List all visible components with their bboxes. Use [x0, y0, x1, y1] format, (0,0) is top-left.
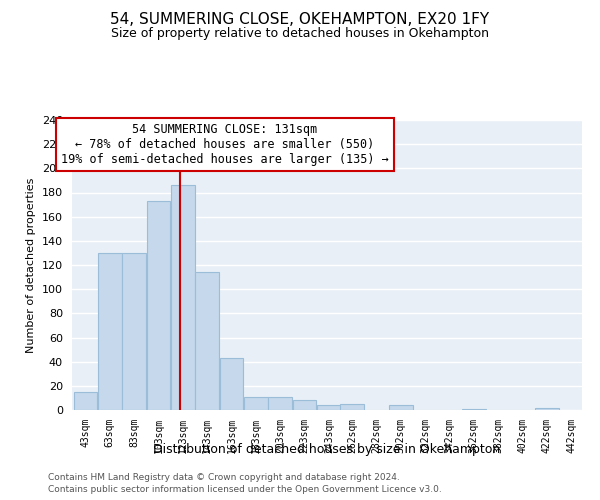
Y-axis label: Number of detached properties: Number of detached properties	[26, 178, 36, 352]
Bar	[98, 253, 122, 410]
Bar	[340, 404, 364, 410]
Text: Distribution of detached houses by size in Okehampton: Distribution of detached houses by size …	[154, 444, 500, 456]
Bar	[535, 408, 559, 410]
Bar	[268, 396, 292, 410]
Text: 54, SUMMERING CLOSE, OKEHAMPTON, EX20 1FY: 54, SUMMERING CLOSE, OKEHAMPTON, EX20 1F…	[110, 12, 490, 28]
Bar	[171, 185, 194, 410]
Text: Contains public sector information licensed under the Open Government Licence v3: Contains public sector information licen…	[48, 485, 442, 494]
Bar	[244, 396, 268, 410]
Text: 54 SUMMERING CLOSE: 131sqm
← 78% of detached houses are smaller (550)
19% of sem: 54 SUMMERING CLOSE: 131sqm ← 78% of deta…	[61, 123, 389, 166]
Bar	[195, 272, 219, 410]
Bar	[220, 358, 244, 410]
Bar	[122, 253, 146, 410]
Text: Contains HM Land Registry data © Crown copyright and database right 2024.: Contains HM Land Registry data © Crown c…	[48, 472, 400, 482]
Bar	[389, 405, 413, 410]
Bar	[74, 392, 97, 410]
Text: Size of property relative to detached houses in Okehampton: Size of property relative to detached ho…	[111, 28, 489, 40]
Bar	[146, 201, 170, 410]
Bar	[317, 405, 341, 410]
Bar	[462, 409, 485, 410]
Bar	[293, 400, 316, 410]
